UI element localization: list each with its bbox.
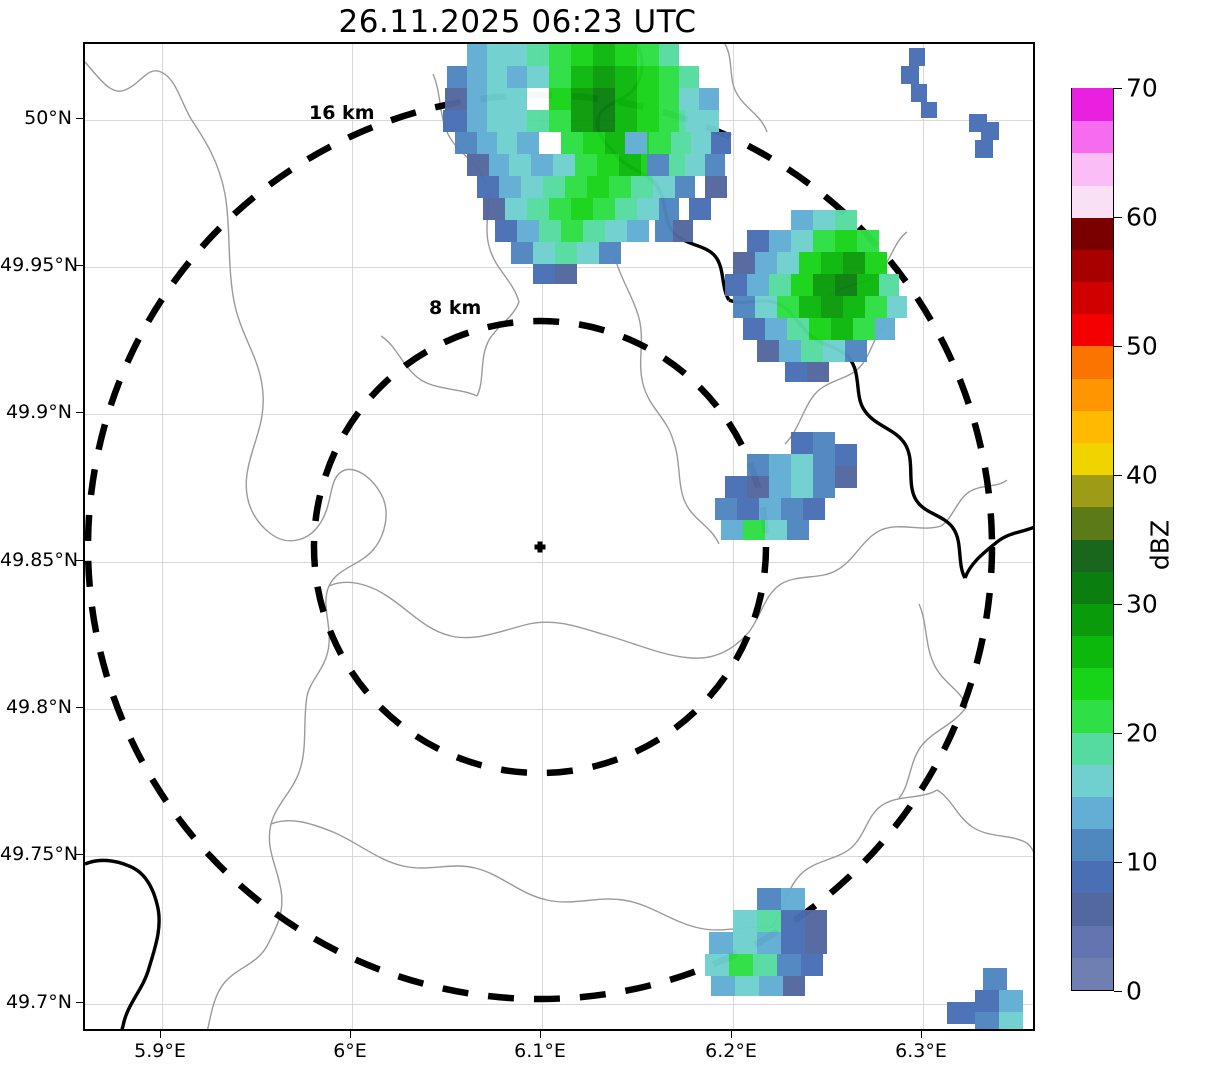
colorbar-tick bbox=[1114, 88, 1122, 89]
y-tick bbox=[76, 265, 83, 266]
colorbar-band bbox=[1072, 410, 1113, 443]
colorbar-band bbox=[1072, 474, 1113, 508]
x-axis-label: 5.9°E bbox=[134, 1040, 186, 1062]
y-axis-label: 49.95°N bbox=[0, 254, 79, 276]
colorbar-band bbox=[1072, 88, 1113, 122]
range-ring-8km bbox=[310, 317, 770, 777]
y-tick bbox=[76, 1002, 83, 1003]
x-axis-label: 6.3°E bbox=[895, 1040, 947, 1062]
radar-map-plot[interactable]: 16 km 8 km bbox=[83, 42, 1035, 1031]
x-tick bbox=[540, 1031, 541, 1038]
colorbar-tick-label: 0 bbox=[1126, 976, 1142, 1006]
gridline-lat bbox=[85, 856, 1033, 857]
y-tick bbox=[76, 560, 83, 561]
gridline-lon bbox=[542, 44, 543, 1029]
gridline-lat bbox=[85, 709, 1033, 710]
x-tick bbox=[731, 1031, 732, 1038]
y-tick bbox=[76, 854, 83, 855]
colorbar-band bbox=[1072, 796, 1113, 830]
colorbar-band bbox=[1072, 764, 1113, 797]
colorbar-band bbox=[1072, 152, 1113, 186]
x-axis-label: 6°E bbox=[333, 1040, 367, 1062]
page-title: 26.11.2025 06:23 UTC bbox=[338, 4, 697, 40]
colorbar-tick bbox=[1114, 475, 1122, 476]
x-tick bbox=[921, 1031, 922, 1038]
colorbar-tick bbox=[1114, 862, 1122, 863]
x-tick bbox=[350, 1031, 351, 1038]
colorbar-band bbox=[1072, 571, 1113, 604]
range-ring-label-8km: 8 km bbox=[429, 297, 482, 319]
y-axis-label: 49.8°N bbox=[5, 696, 72, 718]
colorbar-tick-label: 70 bbox=[1126, 73, 1158, 103]
colorbar-band bbox=[1072, 635, 1113, 669]
colorbar[interactable] bbox=[1071, 88, 1114, 991]
colorbar-band bbox=[1072, 731, 1113, 765]
x-axis-label: 6.1°E bbox=[514, 1040, 566, 1062]
colorbar-band bbox=[1072, 281, 1113, 315]
colorbar-tick bbox=[1114, 604, 1122, 605]
colorbar-band bbox=[1072, 120, 1113, 154]
gridline-lat bbox=[85, 414, 1033, 415]
colorbar-tick-label: 40 bbox=[1126, 460, 1158, 490]
colorbar-tick bbox=[1114, 991, 1122, 992]
gridline-lat bbox=[85, 562, 1033, 563]
colorbar-tick bbox=[1114, 217, 1122, 218]
echo-northeast-isolated-cells bbox=[901, 48, 999, 158]
colorbar-band bbox=[1072, 249, 1113, 283]
colorbar-title: dBZ bbox=[1145, 519, 1175, 571]
colorbar-tick-label: 20 bbox=[1126, 718, 1158, 748]
gridline-lat bbox=[85, 1004, 1033, 1005]
y-tick bbox=[76, 118, 83, 119]
colorbar-tick bbox=[1114, 346, 1122, 347]
colorbar-band bbox=[1072, 699, 1113, 733]
colorbar-band bbox=[1072, 603, 1113, 637]
echo-south-cell bbox=[705, 888, 827, 996]
gridline-lon bbox=[352, 44, 353, 1029]
y-tick bbox=[76, 707, 83, 708]
echo-north-appendage bbox=[625, 110, 727, 242]
colorbar-tick-label: 50 bbox=[1126, 331, 1158, 361]
echo-north-cluster bbox=[443, 44, 731, 284]
x-tick bbox=[160, 1031, 161, 1038]
range-ring-label-16km: 16 km bbox=[309, 102, 375, 124]
radar-echo-layer bbox=[443, 44, 1023, 1029]
colorbar-band bbox=[1072, 925, 1113, 958]
colorbar-band bbox=[1072, 892, 1113, 926]
radar-site-marker bbox=[534, 541, 546, 553]
colorbar-band bbox=[1072, 313, 1113, 347]
y-axis-label: 49.75°N bbox=[0, 843, 79, 865]
y-tick bbox=[76, 412, 83, 413]
y-axis-label: 50°N bbox=[24, 107, 72, 129]
colorbar-band bbox=[1072, 506, 1113, 540]
colorbar-band bbox=[1072, 667, 1113, 701]
echo-southeast-corner-cell bbox=[947, 968, 1023, 1029]
y-axis-label: 49.7°N bbox=[5, 991, 72, 1013]
colorbar-band bbox=[1072, 538, 1113, 572]
y-axis-label: 49.9°N bbox=[5, 401, 72, 423]
gridline-lon bbox=[923, 44, 924, 1029]
colorbar-band bbox=[1072, 957, 1113, 990]
gridline-lon bbox=[162, 44, 163, 1029]
colorbar-band bbox=[1072, 860, 1113, 894]
colorbar-tick bbox=[1114, 733, 1122, 734]
y-axis-label: 49.85°N bbox=[0, 549, 79, 571]
colorbar-band bbox=[1072, 345, 1113, 379]
colorbar-band bbox=[1072, 378, 1113, 411]
colorbar-tick-label: 60 bbox=[1126, 202, 1158, 232]
echo-northeast-cluster bbox=[725, 210, 907, 382]
colorbar-band bbox=[1072, 828, 1113, 862]
colorbar-band bbox=[1072, 217, 1113, 250]
colorbar-band bbox=[1072, 442, 1113, 476]
colorbar-tick-label: 30 bbox=[1126, 589, 1158, 619]
colorbar-band bbox=[1072, 184, 1113, 218]
echo-central-east-cell bbox=[715, 432, 857, 540]
colorbar-tick-label: 10 bbox=[1126, 847, 1158, 877]
x-axis-label: 6.2°E bbox=[705, 1040, 757, 1062]
